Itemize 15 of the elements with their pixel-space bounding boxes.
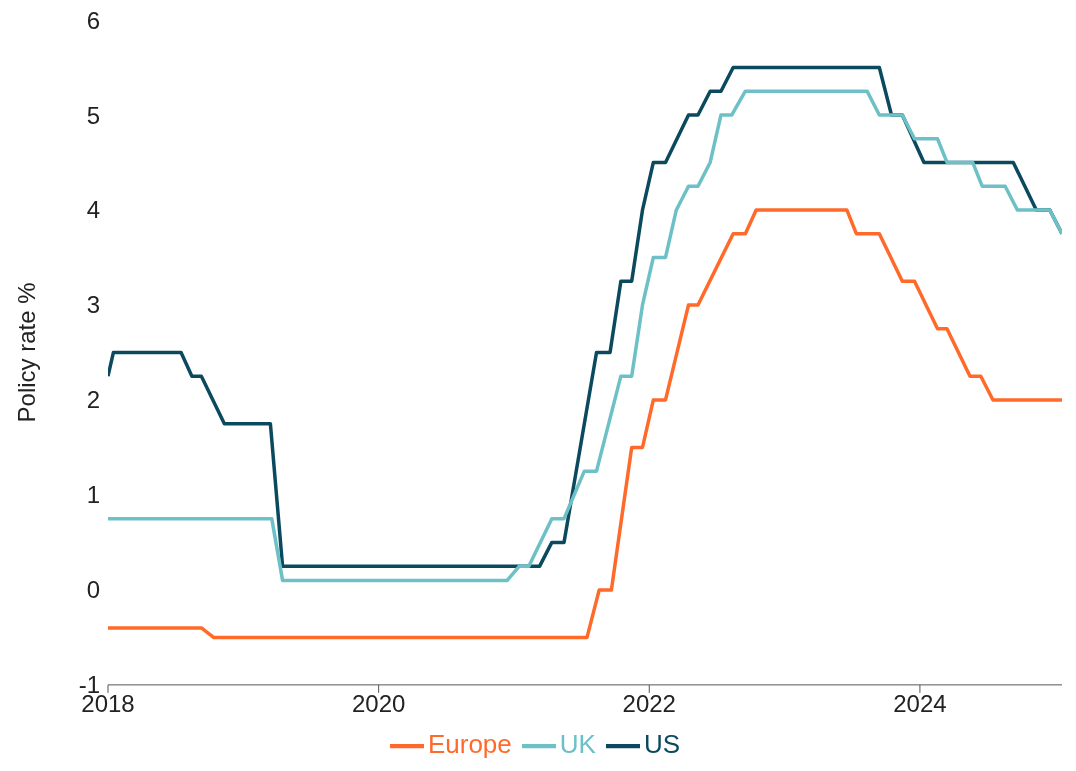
legend-label: US [643,728,681,759]
y-tick-label: 1 [86,481,100,509]
x-tick-label: 2024 [893,689,947,717]
y-tick-label: 4 [86,196,100,224]
y-tick-label: 2 [86,386,100,414]
y-tick-label: 0 [86,576,100,604]
y-tick-label: 3 [86,291,100,319]
x-tick-label: 2022 [622,689,676,717]
line-series [108,208,1062,640]
y-tick-label: 5 [86,101,100,129]
y-axis-title: Policy rate % [12,282,40,423]
x-tick-label: 2020 [351,689,406,717]
legend-label: UK [559,728,596,759]
legend-label: Europe [427,728,512,759]
y-tick-label: 6 [86,6,100,34]
